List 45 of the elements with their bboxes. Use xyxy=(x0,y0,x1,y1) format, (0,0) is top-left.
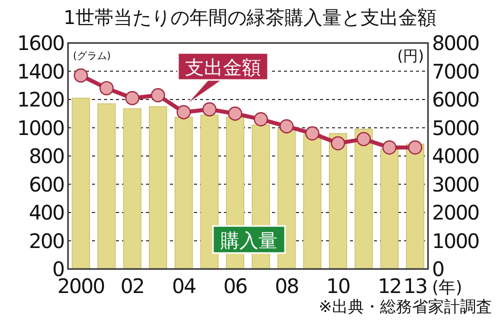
y-tick-label: 1600 xyxy=(17,31,64,55)
series-label: 支出金額 xyxy=(185,57,261,79)
y2-tick-label: 2000 xyxy=(432,200,480,224)
y-tick-label: 1200 xyxy=(17,88,64,112)
y2-tick-label: 8000 xyxy=(432,31,480,55)
point xyxy=(176,105,191,120)
y2-tick-label: 7000 xyxy=(432,59,480,84)
y2-tick-label: 1000 xyxy=(432,228,480,253)
point xyxy=(382,140,397,155)
y2-tick-label: 3000 xyxy=(432,172,480,196)
x-tick-label: 08 xyxy=(274,274,299,298)
point xyxy=(356,132,371,146)
y2-tick-label: 4000 xyxy=(432,144,480,168)
y2-tick-label: 0 xyxy=(432,257,444,281)
x-tick-label: 10 xyxy=(326,274,350,298)
point xyxy=(74,68,88,83)
x-axis-title: (年) xyxy=(432,278,462,298)
x-tick-label: 13 xyxy=(403,274,428,298)
point xyxy=(279,119,294,134)
point xyxy=(125,90,140,106)
text: ※出典・総務省家計調査 xyxy=(318,297,492,316)
x-tick-label: 04 xyxy=(172,274,196,298)
point xyxy=(150,88,166,102)
point xyxy=(202,102,217,116)
y-tick-label: 1400 xyxy=(17,59,64,84)
point xyxy=(330,136,346,150)
y2-tick-label: 6000 xyxy=(432,88,480,112)
y-tick-label: 600 xyxy=(28,172,64,196)
series-label: 購入量 xyxy=(220,230,278,252)
y2-axis-title: (円) xyxy=(397,47,424,65)
point xyxy=(228,106,242,121)
point xyxy=(99,81,114,96)
chart-title: 1世帯当たりの年間の緑茶購入量と支出金額 xyxy=(63,7,437,29)
point xyxy=(408,140,422,155)
y-axis-title: (グラム) xyxy=(73,51,111,62)
y-tick-label: 200 xyxy=(28,228,64,253)
point xyxy=(254,112,268,126)
y-tick-label: 1000 xyxy=(17,116,64,140)
x-tick-label: 06 xyxy=(223,274,248,298)
point xyxy=(305,126,320,140)
y2-tick-label: 5000 xyxy=(432,116,480,140)
y-tick-label: 400 xyxy=(28,200,64,224)
x-tick-label: 02 xyxy=(120,274,144,298)
x-tick-label: 12 xyxy=(378,274,402,298)
y-tick-label: 800 xyxy=(28,144,64,168)
